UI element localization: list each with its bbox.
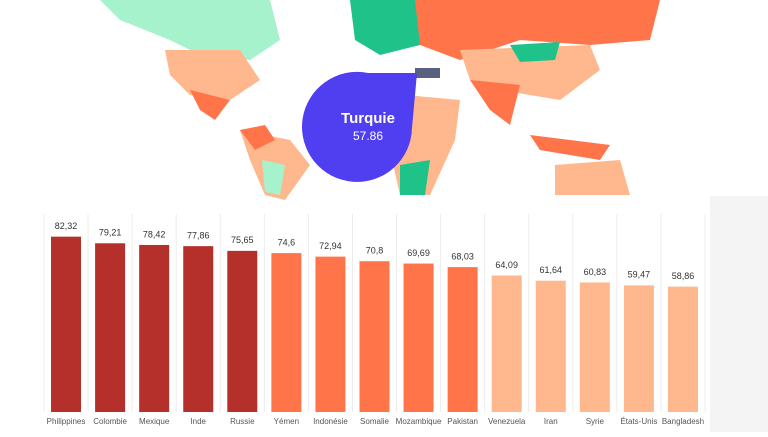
x-tick-label: Syrie xyxy=(586,417,605,426)
bar xyxy=(139,244,170,412)
bar xyxy=(535,280,566,412)
tooltip-value: 57.86 xyxy=(353,129,383,143)
map-region xyxy=(240,125,275,150)
value-label: 82,32 xyxy=(55,221,78,231)
map-region xyxy=(415,0,660,60)
bar xyxy=(491,275,522,412)
bar-chart: Philippines 82,32 Colombie 79,21 Mexique 78,4… xyxy=(43,214,706,426)
map-region xyxy=(262,160,285,195)
map-region xyxy=(530,135,610,160)
tooltip-bubble xyxy=(302,71,417,182)
bar xyxy=(359,261,390,412)
value-label: 79,21 xyxy=(99,228,122,238)
value-label: 68,03 xyxy=(451,251,474,261)
value-label: 74,6 xyxy=(278,237,296,247)
x-tick-label: Indonésie xyxy=(313,417,348,426)
x-tick-label: Iran xyxy=(544,417,558,426)
x-tick-label: Venezuela xyxy=(488,417,526,426)
map: Turquie 57.86 xyxy=(100,0,660,200)
value-label: 70,8 xyxy=(366,246,384,256)
bar xyxy=(183,246,214,412)
value-label: 69,69 xyxy=(407,248,430,258)
x-tick-label: Russie xyxy=(230,417,255,426)
value-label: 78,42 xyxy=(143,229,166,239)
x-tick-label: Pakistan xyxy=(447,417,478,426)
bar xyxy=(51,236,82,412)
value-label: 61,64 xyxy=(540,265,563,275)
x-tick-label: États-Unis xyxy=(620,417,657,426)
bar xyxy=(447,267,478,412)
value-label: 75,65 xyxy=(231,235,254,245)
x-tick-label: Inde xyxy=(190,417,206,426)
value-label: 72,94 xyxy=(319,241,342,251)
x-tick-label: Philippines xyxy=(47,417,86,426)
map-region xyxy=(350,0,420,55)
map-region xyxy=(470,80,520,125)
map-region xyxy=(400,160,430,195)
x-tick-label: Somalie xyxy=(360,417,389,426)
map-region xyxy=(555,160,630,195)
bar xyxy=(95,243,126,412)
map-region xyxy=(100,0,280,60)
map-region xyxy=(165,50,260,100)
bar xyxy=(227,250,258,412)
bar xyxy=(579,282,610,412)
value-label: 77,86 xyxy=(187,231,210,241)
x-tick-label: Mexique xyxy=(139,417,170,426)
tooltip-label: Turquie xyxy=(341,110,395,127)
x-tick-label: Yémen xyxy=(274,417,299,426)
side-panel xyxy=(710,196,768,432)
map-region xyxy=(510,42,560,62)
bar xyxy=(667,286,698,412)
x-tick-label: Bangladesh xyxy=(662,417,704,426)
x-tick-label: Mozambique xyxy=(396,417,442,426)
value-label: 64,09 xyxy=(495,260,518,270)
value-label: 59,47 xyxy=(628,270,651,280)
bar xyxy=(623,285,654,412)
map-region xyxy=(415,68,440,78)
bar xyxy=(403,263,434,412)
bar xyxy=(315,256,346,412)
value-label: 60,83 xyxy=(584,267,607,277)
value-label: 58,86 xyxy=(672,271,695,281)
bar xyxy=(271,253,302,412)
map-region xyxy=(190,90,230,120)
x-tick-label: Colombie xyxy=(93,417,127,426)
